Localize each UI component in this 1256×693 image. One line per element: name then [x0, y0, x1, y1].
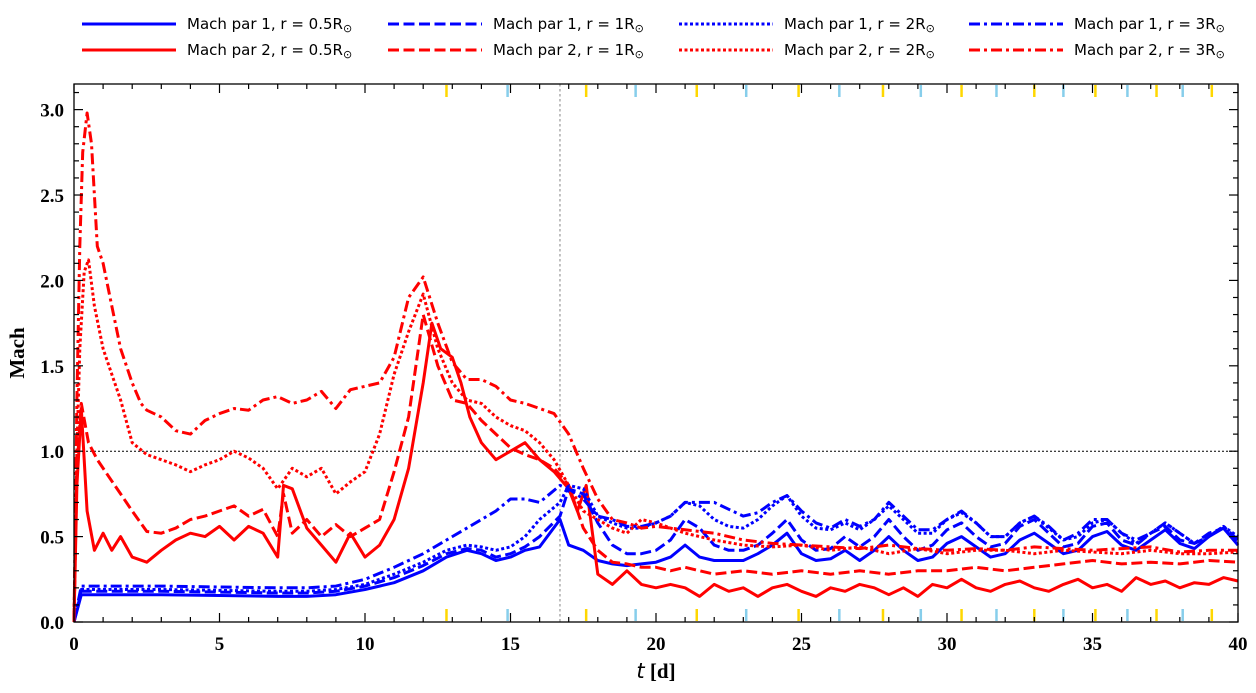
series-line-8 — [72, 111, 1238, 623]
x-tick-label: 5 — [215, 634, 225, 655]
series-line-2 — [72, 321, 1239, 623]
legend-label: Mach par 2, r = 0.5R⊙ — [187, 41, 352, 61]
x-tick-label: 30 — [938, 634, 957, 655]
y-tick-label: 1.5 — [40, 357, 64, 378]
y-axis-label: Mach — [5, 327, 29, 379]
x-tick-label: 15 — [501, 634, 520, 655]
series-group — [72, 111, 1240, 623]
x-tick-label: 20 — [647, 634, 666, 655]
series-line-1 — [72, 518, 1240, 623]
x-tick-label: 35 — [1083, 634, 1102, 655]
event-markers — [445, 85, 1214, 621]
axes: 0 5 10 15 20 25 30 35 40 0.0 0.5 1.0 1.5 2.0 2.5 3.0 — [40, 83, 1248, 655]
series-line-5 — [72, 483, 1239, 623]
legend-label: Mach par 2, r = 2R⊙ — [784, 41, 935, 61]
legend-label: Mach par 2, r = 1R⊙ — [493, 41, 644, 61]
x-tick-label: 25 — [792, 634, 811, 655]
legend: Mach par 1, r = 0.5R⊙ Mach par 2, r = 0.5… — [82, 15, 1225, 61]
series-line-6 — [72, 258, 1239, 623]
legend-label: Mach par 1, r = 1R⊙ — [493, 15, 644, 35]
x-tick-label: 40 — [1229, 634, 1248, 655]
x-tick-label: 0 — [69, 634, 79, 655]
y-tick-label: 0.0 — [40, 613, 64, 634]
y-tick-label: 3.0 — [40, 101, 64, 122]
reference-lines — [74, 84, 1238, 622]
y-tick-label: 1.0 — [40, 442, 64, 463]
x-tick-label: 10 — [356, 634, 375, 655]
legend-label: Mach par 1, r = 3R⊙ — [1074, 15, 1225, 35]
x-axis-label: t [d] — [636, 659, 675, 683]
series-line-3 — [72, 487, 1240, 623]
legend-label: Mach par 1, r = 2R⊙ — [784, 15, 935, 35]
series-line-7 — [72, 483, 1240, 623]
y-tick-label: 0.5 — [40, 528, 64, 549]
series-line-4 — [72, 313, 1239, 623]
y-tick-label: 2.0 — [40, 271, 64, 292]
y-tick-label: 2.5 — [40, 186, 64, 207]
legend-label: Mach par 1, r = 0.5R⊙ — [187, 15, 352, 35]
legend-label: Mach par 2, r = 3R⊙ — [1074, 41, 1225, 61]
